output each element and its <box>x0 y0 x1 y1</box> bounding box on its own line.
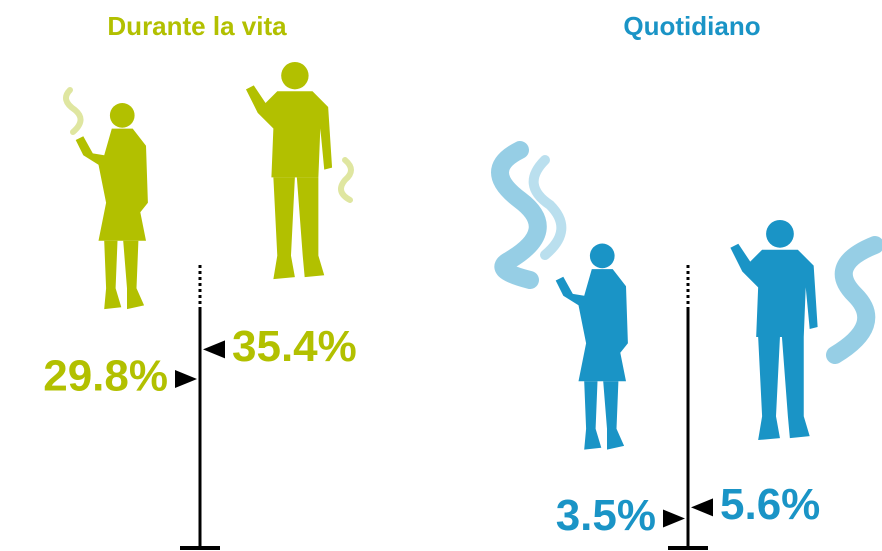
panel-title: Quotidiano <box>623 11 760 41</box>
panel-title: Durante la vita <box>107 11 287 41</box>
pointer <box>663 509 685 528</box>
woman-figure <box>75 103 148 310</box>
man-figure <box>245 61 333 280</box>
pointer <box>691 498 713 517</box>
value-label: 35.4% <box>232 322 357 371</box>
value-label: 3.5% <box>556 491 656 540</box>
pointer <box>203 340 225 359</box>
woman-figure <box>555 243 628 450</box>
value-label: 5.6% <box>720 480 820 529</box>
value-label: 29.8% <box>43 352 168 401</box>
man-figure <box>730 219 818 441</box>
pointer <box>175 370 197 389</box>
smoke <box>63 87 882 364</box>
